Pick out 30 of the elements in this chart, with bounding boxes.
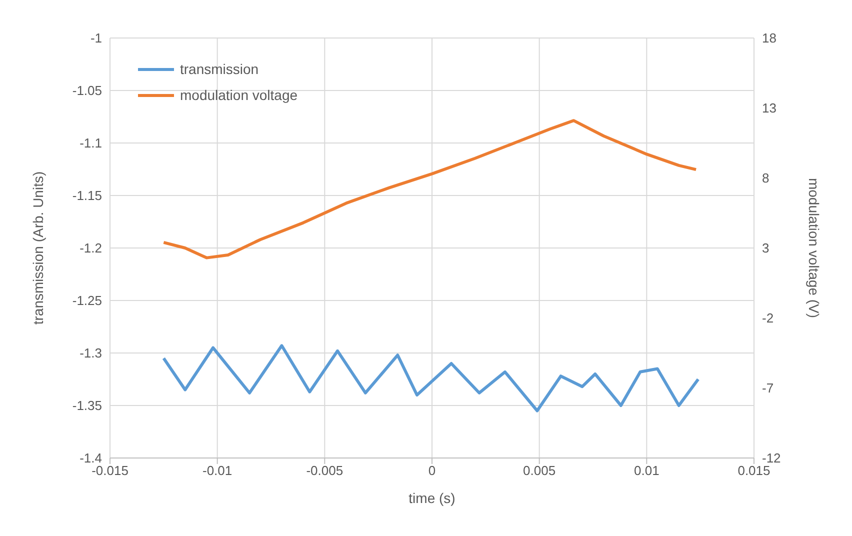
y2-tick-label: 3 [762,240,770,256]
y2-tick-label: 18 [762,30,776,46]
y-tick-label: -1.05 [72,83,102,98]
y-tick-label: -1.4 [80,450,102,466]
y2-tick-label: 8 [762,170,770,186]
y-tick-label: -1.1 [80,136,102,151]
x-tick-label: 0.015 [738,463,770,478]
y-axis-title: transmission (Arb. Units) [30,171,46,325]
y2-axis-title: modulation voltage (V) [806,178,822,318]
line-series [162,119,698,260]
x-tick-label: 0 [428,463,436,478]
y-tick-label: -1.3 [80,346,102,361]
x-tick-label: 0.01 [634,463,660,478]
y-tick-label: -1.15 [72,188,102,204]
y2-tick-label: 13 [762,100,776,116]
x-tick-label: 0.005 [523,463,556,478]
y2-tick-label: -2 [762,310,774,326]
legend-label: modulation voltage [180,86,298,105]
x-tick-label: -0.005 [306,463,344,478]
x-tick-label: -0.01 [202,463,232,478]
line-series [162,344,700,412]
y2-tick-label: -12 [762,450,781,466]
y2-tick-label: -7 [762,380,774,396]
y-tick-label: -1.2 [80,240,102,256]
x-axis-title: time (s) [408,490,456,506]
y-tick-label: -1.35 [72,398,102,414]
legend-label: transmission [180,60,259,79]
y-tick-label: -1.25 [72,293,102,308]
x-tick-label: -0.015 [92,463,128,478]
y-tick-label: -1 [90,30,102,46]
